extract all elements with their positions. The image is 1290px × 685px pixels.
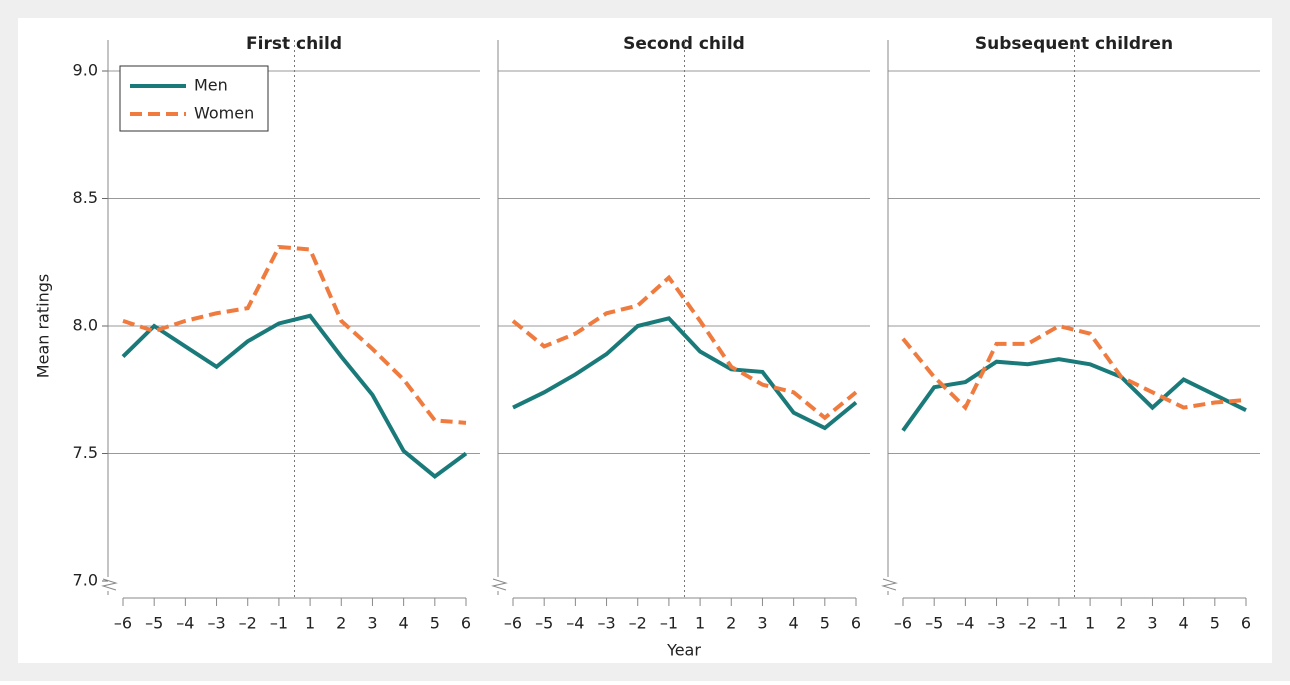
x-tick-label: –5 (535, 614, 553, 633)
axis-break (491, 578, 508, 591)
line-series (121, 313, 468, 479)
x-tick-label: 4 (789, 614, 799, 633)
x-tick-label: 5 (820, 614, 830, 633)
x-tick-label: 1 (695, 614, 705, 633)
x-tick-label: –2 (239, 614, 257, 633)
y-tick-label: 7.5 (73, 443, 98, 462)
x-tick-label: 3 (1147, 614, 1157, 633)
x-tick-label: –6 (504, 614, 522, 633)
x-tick-label: 5 (1210, 614, 1220, 633)
line-series (901, 357, 1247, 432)
line-series (122, 244, 467, 425)
panel-title: First child (246, 34, 342, 54)
y-tick-label: 9.0 (73, 61, 98, 80)
x-tick-label: –3 (987, 614, 1005, 633)
x-tick-label: –3 (597, 614, 615, 633)
line-series (511, 274, 858, 421)
x-tick-label: –1 (1050, 614, 1068, 633)
x-tick-label: –1 (660, 614, 678, 633)
axis-break (101, 578, 118, 591)
legend-label: Men (194, 76, 228, 95)
y-tick-label: 7.0 (73, 571, 98, 590)
x-axis-label: Year (666, 641, 701, 660)
x-tick-label: 1 (305, 614, 315, 633)
x-tick-label: –4 (566, 614, 584, 633)
x-tick-label: 4 (1179, 614, 1189, 633)
x-tick-label: 2 (726, 614, 736, 633)
y-axis-label: Mean ratings (34, 274, 53, 378)
x-tick-label: 4 (399, 614, 409, 633)
axis-break (881, 578, 898, 591)
x-tick-label: –2 (629, 614, 647, 633)
legend-box (119, 65, 269, 132)
x-tick-label: 2 (1116, 614, 1126, 633)
x-tick-label: 6 (1241, 614, 1251, 633)
x-tick-label: –6 (114, 614, 132, 633)
x-tick-label: –5 (145, 614, 163, 633)
x-tick-label: 3 (367, 614, 377, 633)
x-tick-label: –4 (956, 614, 974, 633)
x-tick-label: –2 (1019, 614, 1037, 633)
x-tick-label: 6 (461, 614, 471, 633)
x-tick-label: –4 (176, 614, 194, 633)
x-tick-label: –6 (894, 614, 912, 633)
x-tick-label: –3 (207, 614, 225, 633)
x-tick-label: –1 (270, 614, 288, 633)
x-tick-label: 5 (430, 614, 440, 633)
x-tick-label: –5 (925, 614, 943, 633)
panel-title: Second child (623, 34, 745, 54)
x-tick-label: 3 (757, 614, 767, 633)
x-tick-label: 2 (336, 614, 346, 633)
y-tick-label: 8.5 (73, 188, 98, 207)
legend-label: Women (194, 104, 254, 123)
line-series (512, 316, 858, 431)
y-tick-label: 8.0 (73, 316, 98, 335)
x-tick-label: 1 (1085, 614, 1095, 633)
panel-title: Subsequent children (975, 34, 1173, 54)
x-tick-label: 6 (851, 614, 861, 633)
